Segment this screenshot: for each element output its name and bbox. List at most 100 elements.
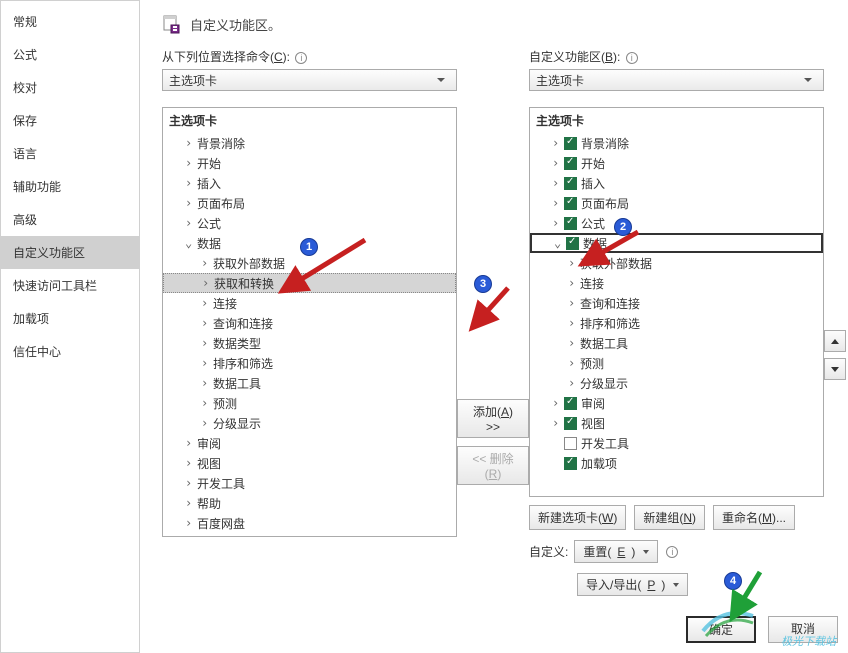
tree-item[interactable]: ›视图 (163, 453, 456, 473)
tree-item[interactable]: 开发工具 (530, 433, 823, 453)
expand-icon[interactable]: › (552, 156, 562, 170)
tree-item[interactable]: ›排序和筛选 (163, 353, 456, 373)
tree-item[interactable]: ›页面布局 (163, 193, 456, 213)
tree-item[interactable]: ›开发工具 (163, 473, 456, 493)
add-button[interactable]: 添加(A) >> (457, 399, 529, 438)
expand-icon[interactable]: › (552, 416, 562, 430)
expand-icon[interactable]: › (552, 396, 562, 410)
expand-icon[interactable]: › (552, 196, 562, 210)
expand-icon[interactable]: › (185, 456, 195, 470)
expand-icon[interactable]: › (185, 516, 195, 530)
tree-item[interactable]: ›数据类型 (163, 333, 456, 353)
sidebar-item[interactable]: 常规 (1, 5, 139, 38)
tree-item[interactable]: ›审阅 (530, 393, 823, 413)
import-export-button[interactable]: 导入/导出(P) (577, 573, 688, 596)
sidebar-item[interactable]: 快速访问工具栏 (1, 269, 139, 302)
tree-item[interactable]: ›连接 (163, 293, 456, 313)
checkbox[interactable] (564, 157, 577, 170)
rename-button[interactable]: 重命名(M)... (713, 505, 795, 530)
expand-icon[interactable]: › (552, 136, 562, 150)
tree-item[interactable]: 加载项 (530, 453, 823, 473)
expand-icon[interactable]: › (185, 196, 195, 210)
expand-icon[interactable]: › (185, 176, 195, 190)
checkbox[interactable] (564, 197, 577, 210)
new-tab-button[interactable]: 新建选项卡(W) (529, 505, 626, 530)
expand-icon[interactable]: › (185, 476, 195, 490)
expand-icon[interactable]: › (201, 336, 211, 350)
tree-item[interactable]: ⌄数据 (530, 233, 823, 253)
checkbox[interactable] (564, 217, 577, 230)
expand-icon[interactable]: › (568, 356, 578, 370)
tree-item[interactable]: ›获取外部数据 (530, 253, 823, 273)
expand-icon[interactable]: ⌄ (185, 236, 195, 250)
tree-item[interactable]: ›页面布局 (530, 193, 823, 213)
expand-icon[interactable]: › (185, 496, 195, 510)
remove-button[interactable]: << 删除(R) (457, 446, 529, 485)
sidebar-item[interactable]: 校对 (1, 71, 139, 104)
tree-item[interactable]: ›分级显示 (530, 373, 823, 393)
tree-item[interactable]: ›查询和连接 (530, 293, 823, 313)
expand-icon[interactable]: › (201, 396, 211, 410)
checkbox[interactable] (564, 397, 577, 410)
tree-item[interactable]: ›连接 (530, 273, 823, 293)
expand-icon[interactable]: › (201, 256, 211, 270)
tree-item[interactable]: ›预测 (530, 353, 823, 373)
tree-item[interactable]: ›开始 (163, 153, 456, 173)
expand-icon[interactable]: › (201, 316, 211, 330)
checkbox[interactable] (564, 177, 577, 190)
sidebar-item[interactable]: 辅助功能 (1, 170, 139, 203)
commands-tree[interactable]: 主选项卡 ›背景消除›开始›插入›页面布局›公式⌄数据›获取外部数据›获取和转换… (162, 107, 457, 537)
expand-icon[interactable]: › (552, 216, 562, 230)
expand-icon[interactable]: › (201, 356, 211, 370)
tree-item[interactable]: ›分级显示 (163, 413, 456, 433)
reset-button[interactable]: 重置(E) (574, 540, 658, 563)
expand-icon[interactable]: › (568, 336, 578, 350)
checkbox[interactable] (564, 437, 577, 450)
tree-item[interactable]: ›预测 (163, 393, 456, 413)
sidebar-item[interactable]: 加载项 (1, 302, 139, 335)
expand-icon[interactable]: › (185, 156, 195, 170)
tree-item[interactable]: ›审阅 (163, 433, 456, 453)
tree-item[interactable]: ›视图 (530, 413, 823, 433)
expand-icon[interactable]: › (552, 176, 562, 190)
checkbox[interactable] (564, 457, 577, 470)
tree-item[interactable]: ›公式 (163, 213, 456, 233)
ribbon-target-dropdown[interactable]: 主选项卡 (529, 69, 824, 91)
info-icon[interactable]: i (666, 546, 678, 558)
checkbox[interactable] (564, 137, 577, 150)
sidebar-item[interactable]: 自定义功能区 (1, 236, 139, 269)
tree-item[interactable]: ›百度网盘 (163, 513, 456, 533)
expand-icon[interactable]: › (568, 296, 578, 310)
tree-item[interactable]: ›获取外部数据 (163, 253, 456, 273)
tree-item[interactable]: ›获取和转换 (163, 273, 456, 293)
sidebar-item[interactable]: 保存 (1, 104, 139, 137)
tree-item[interactable]: ›帮助 (163, 493, 456, 513)
expand-icon[interactable]: › (185, 436, 195, 450)
expand-icon[interactable]: › (185, 216, 195, 230)
sidebar-item[interactable]: 语言 (1, 137, 139, 170)
tree-item[interactable]: ›数据工具 (530, 333, 823, 353)
info-icon[interactable]: i (295, 52, 307, 64)
sidebar-item[interactable]: 公式 (1, 38, 139, 71)
expand-icon[interactable]: › (185, 136, 195, 150)
expand-icon[interactable]: › (201, 296, 211, 310)
expand-icon[interactable]: › (568, 316, 578, 330)
tree-item[interactable]: ›插入 (163, 173, 456, 193)
sidebar-item[interactable]: 信任中心 (1, 335, 139, 368)
expand-icon[interactable]: ⌄ (554, 236, 564, 250)
tree-item[interactable]: ›查询和连接 (163, 313, 456, 333)
new-group-button[interactable]: 新建组(N) (634, 505, 705, 530)
checkbox[interactable] (564, 417, 577, 430)
tree-item[interactable]: ›背景消除 (163, 133, 456, 153)
move-down-button[interactable] (824, 358, 846, 380)
tree-item[interactable]: ›公式 (530, 213, 823, 233)
tree-item[interactable]: ›插入 (530, 173, 823, 193)
info-icon[interactable]: i (626, 52, 638, 64)
expand-icon[interactable]: › (201, 416, 211, 430)
sidebar-item[interactable]: 高级 (1, 203, 139, 236)
move-up-button[interactable] (824, 330, 846, 352)
expand-icon[interactable]: › (568, 376, 578, 390)
expand-icon[interactable]: › (202, 276, 212, 290)
expand-icon[interactable]: › (201, 376, 211, 390)
expand-icon[interactable]: › (568, 256, 578, 270)
